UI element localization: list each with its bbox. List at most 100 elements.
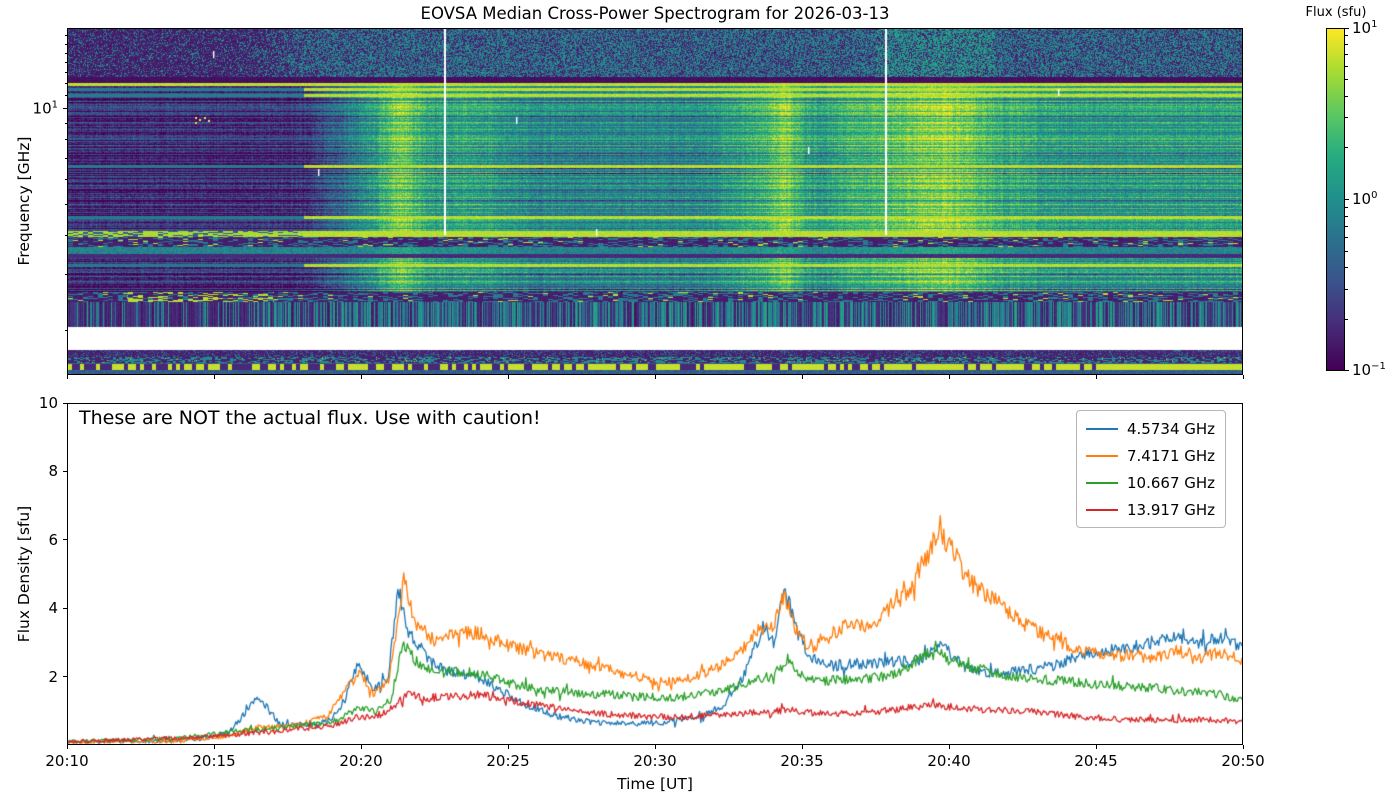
legend-item: 7.4171 GHz xyxy=(1086,445,1215,466)
timeseries-x-tick xyxy=(507,745,509,749)
colorbar-minor-tick xyxy=(1345,147,1348,149)
legend-item: 10.667 GHz xyxy=(1086,472,1215,493)
spectrogram-x-tick xyxy=(213,375,215,379)
spectrogram-x-tick xyxy=(66,375,68,379)
colorbar-minor-tick xyxy=(1345,215,1348,217)
timeseries-xlabel: Time [UT] xyxy=(617,775,693,793)
spectrogram-y-minor-tick xyxy=(64,178,67,180)
spectrogram-y-minor-tick xyxy=(64,95,67,97)
spectrogram-x-tick xyxy=(1242,375,1244,379)
legend-label: 10.667 GHz xyxy=(1127,473,1216,492)
colorbar-tick-top: 101 xyxy=(1352,19,1378,37)
caution-annotation: These are NOT the actual flux. Use with … xyxy=(79,407,541,429)
colorbar-canvas xyxy=(1327,29,1344,370)
spectrogram-x-tick xyxy=(1095,375,1097,379)
spectrogram-y-minor-tick xyxy=(64,35,67,37)
spectrogram-y-minor-tick xyxy=(64,43,67,45)
x-tick-label: 20:35 xyxy=(780,752,824,770)
legend-line-swatch xyxy=(1086,508,1118,511)
spectrogram-ytick-label: 101 xyxy=(32,99,58,118)
spectrogram-y-minor-tick xyxy=(64,72,67,74)
colorbar-minor-tick xyxy=(1345,288,1348,290)
legend-label: 4.5734 GHz xyxy=(1127,419,1216,438)
colorbar-tick-bottom: 10−1 xyxy=(1352,361,1386,380)
colorbar-label: Flux (sfu) xyxy=(1305,5,1367,20)
spectrogram-ylabel: Frequency [GHz] xyxy=(15,136,33,266)
colorbar xyxy=(1326,28,1345,371)
x-tick-label: 20:30 xyxy=(633,752,677,770)
colorbar-major-tick xyxy=(1345,369,1349,371)
spectrogram-y-minor-tick xyxy=(64,330,67,332)
spectrogram-y-minor-tick xyxy=(64,234,67,236)
legend-item: 4.5734 GHz xyxy=(1086,418,1215,439)
spectrogram-canvas xyxy=(68,29,1242,374)
timeseries-ylabel: Flux Density [sfu] xyxy=(15,505,33,643)
x-tick-label: 20:40 xyxy=(927,752,971,770)
timeseries-x-tick xyxy=(213,745,215,749)
legend-label: 7.4171 GHz xyxy=(1127,446,1216,465)
spectrogram-y-major-tick xyxy=(63,108,67,110)
spectrogram-y-minor-tick xyxy=(64,62,67,64)
x-tick-label: 20:45 xyxy=(1074,752,1118,770)
colorbar-minor-tick xyxy=(1345,237,1348,239)
spectrogram-x-tick xyxy=(948,375,950,379)
x-tick-label: 20:25 xyxy=(486,752,530,770)
timeseries-y-tick xyxy=(63,676,67,678)
x-tick-label: 20:15 xyxy=(192,752,236,770)
timeseries-x-tick xyxy=(1242,745,1244,749)
spectrogram-y-minor-tick xyxy=(64,274,67,276)
timeseries-panel xyxy=(67,403,1243,745)
colorbar-tick-mid: 100 xyxy=(1352,190,1378,208)
timeseries-x-tick xyxy=(654,745,656,749)
timeseries-x-tick xyxy=(360,745,362,749)
legend: 4.5734 GHz 7.4171 GHz 10.667 GHz 13.917 GHz xyxy=(1076,410,1227,528)
colorbar-minor-tick xyxy=(1345,65,1348,67)
colorbar-major-tick xyxy=(1345,27,1349,29)
colorbar-minor-tick xyxy=(1345,95,1348,97)
spectrogram-y-minor-tick xyxy=(64,157,67,159)
spectrogram-y-minor-tick xyxy=(64,122,67,124)
spectrogram-x-tick xyxy=(360,375,362,379)
timeseries-y-tick xyxy=(63,402,67,404)
spectrogram-panel xyxy=(67,28,1243,375)
y-tick-label: 8 xyxy=(48,462,58,481)
colorbar-major-tick xyxy=(1345,199,1349,200)
y-tick-label: 4 xyxy=(48,599,58,618)
colorbar-minor-tick xyxy=(1345,267,1348,269)
spectrogram-x-tick xyxy=(507,375,509,379)
timeseries-y-tick xyxy=(63,607,67,609)
timeseries-y-tick xyxy=(63,470,67,472)
colorbar-minor-tick xyxy=(1345,54,1348,56)
y-tick-label: 6 xyxy=(48,530,58,549)
timeseries-y-tick xyxy=(63,539,67,541)
colorbar-minor-tick xyxy=(1345,225,1348,227)
legend-item: 13.917 GHz xyxy=(1086,499,1215,520)
spectrogram-y-minor-tick xyxy=(64,139,67,141)
timeseries-x-tick xyxy=(66,745,68,749)
legend-line-swatch xyxy=(1086,427,1118,430)
x-tick-label: 20:20 xyxy=(339,752,383,770)
colorbar-minor-tick xyxy=(1345,250,1348,252)
timeseries-x-tick xyxy=(948,745,950,749)
colorbar-minor-tick xyxy=(1345,206,1348,208)
y-tick-label: 2 xyxy=(48,667,58,686)
y-tick-label: 10 xyxy=(38,394,58,412)
colorbar-minor-tick xyxy=(1345,318,1348,320)
spectrogram-x-tick xyxy=(654,375,656,379)
figure-title: EOVSA Median Cross-Power Spectrogram for… xyxy=(420,4,890,23)
timeseries-x-tick xyxy=(1095,745,1097,749)
legend-line-swatch xyxy=(1086,454,1118,457)
spectrogram-x-tick xyxy=(801,375,803,379)
legend-line-swatch xyxy=(1086,481,1118,484)
colorbar-minor-tick xyxy=(1345,44,1348,46)
timeseries-x-tick xyxy=(801,745,803,749)
colorbar-minor-tick xyxy=(1345,117,1348,119)
legend-label: 13.917 GHz xyxy=(1127,500,1216,519)
colorbar-minor-tick xyxy=(1345,79,1348,81)
x-tick-label: 20:10 xyxy=(45,752,89,770)
spectrogram-y-minor-tick xyxy=(64,52,67,54)
colorbar-minor-tick xyxy=(1345,35,1348,37)
x-tick-label: 20:50 xyxy=(1221,752,1265,770)
timeseries-canvas xyxy=(68,404,1242,744)
